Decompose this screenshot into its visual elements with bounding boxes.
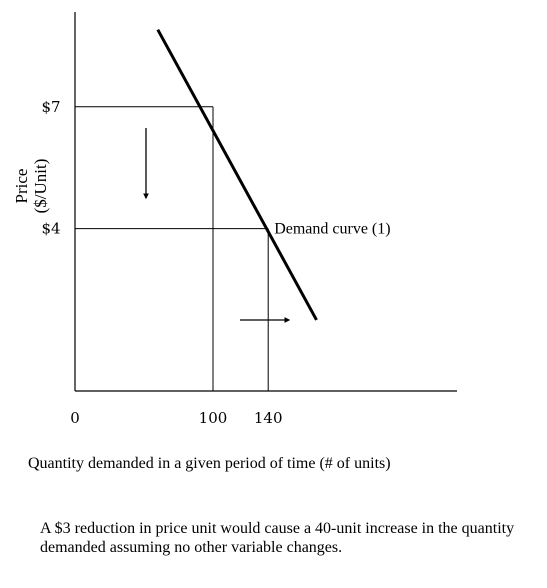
caption: A $3 reduction in price unit would cause… bbox=[40, 520, 515, 556]
axes bbox=[74, 12, 457, 392]
x-axis-label: Quantity demanded in a given period of t… bbox=[28, 455, 391, 472]
y-tick-label: $4 bbox=[41, 220, 60, 238]
demand-curve-label: Demand curve (1) bbox=[274, 221, 390, 238]
y-tick-label: $7 bbox=[41, 98, 60, 116]
demand-chart: 0 100 140 $7 $4 Price ($/Unit) Demand curve … bbox=[12, 12, 457, 427]
y-axis-label-line1: Price bbox=[12, 169, 31, 204]
x-tick-label: 0 bbox=[70, 409, 80, 427]
y-axis-label-line2: ($/Unit) bbox=[31, 159, 50, 214]
x-tick-label: 100 bbox=[199, 409, 228, 427]
reference-lines bbox=[75, 106, 269, 391]
arrows bbox=[143, 128, 291, 323]
demand-curve-line bbox=[156, 28, 318, 321]
tick-labels: 0 100 140 $7 $4 bbox=[41, 98, 282, 427]
x-tick-label: 140 bbox=[254, 409, 283, 427]
curve-layer bbox=[156, 28, 318, 321]
